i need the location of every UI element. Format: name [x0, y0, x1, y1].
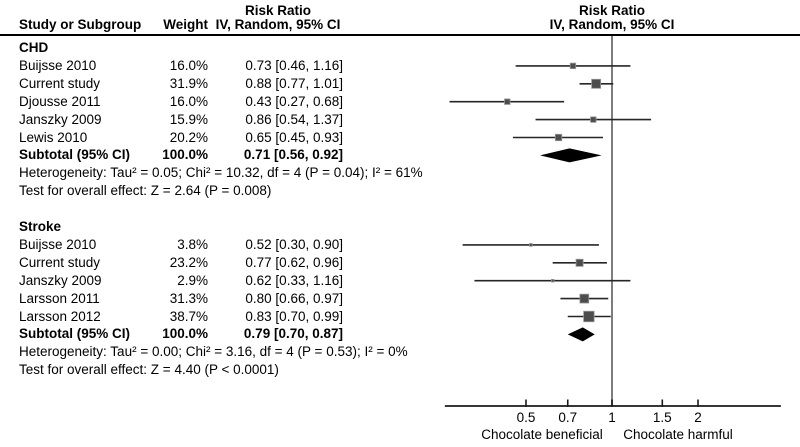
effect-square [529, 243, 533, 247]
study-estimate: 0.88 [0.77, 1.01] [245, 75, 343, 91]
study-label: Current study [19, 254, 101, 270]
study-row: Janszky 2009 2.9% 0.62 [0.33, 1.16] [0, 272, 460, 290]
x-axis-tick-label: 0.7 [558, 410, 577, 425]
axis-label-beneficial: Chocolate beneficial [481, 427, 603, 442]
header-divider-line [0, 34, 800, 36]
effect-square [550, 278, 555, 283]
group-header-row: Stroke [0, 218, 460, 236]
heterogeneity-text: Heterogeneity: Tau² = 0.05; Chi² = 10.32… [19, 165, 423, 181]
column-header-weight: Weight [163, 17, 208, 32]
subtotal-diamond [540, 148, 602, 163]
study-weight: 38.7% [169, 308, 208, 324]
study-weight: 31.9% [169, 75, 208, 91]
effect-square [583, 310, 595, 323]
x-axis-tick-label: 1.5 [653, 410, 672, 425]
study-weight: 23.2% [169, 254, 208, 270]
study-weight: 20.2% [169, 129, 208, 145]
overall-effect-text: Test for overall effect: Z = 4.40 (P < 0… [19, 362, 279, 378]
study-row: Current study 31.9% 0.88 [0.77, 1.01] [0, 75, 460, 93]
left-effect-measure-title: Risk Ratio [244, 3, 312, 18]
study-weight: 16.0% [169, 57, 208, 73]
column-header-effect-model: IV, Random, 95% CI [215, 17, 341, 32]
study-row: Larsson 2011 31.3% 0.80 [0.66, 0.97] [0, 290, 460, 308]
study-weight: 15.9% [169, 111, 208, 127]
effect-square [575, 258, 584, 267]
subtotal-row: Subtotal (95% CI) 100.0% 0.79 [0.70, 0.87] [0, 325, 460, 343]
study-label: Buijsse 2010 [19, 57, 97, 73]
study-estimate: 0.80 [0.66, 0.97] [245, 290, 343, 306]
heterogeneity-text: Heterogeneity: Tau² = 0.00; Chi² = 3.16,… [19, 344, 408, 360]
subtotal-label: Subtotal (95% CI) [19, 147, 131, 163]
study-weight: 16.0% [169, 93, 208, 109]
group-name: Stroke [19, 219, 62, 234]
study-row: Buijsse 2010 16.0% 0.73 [0.46, 1.16] [0, 57, 460, 75]
study-label: Djousse 2011 [19, 93, 101, 109]
study-label: Larsson 2012 [19, 308, 101, 324]
right-column-header-effect-model: IV, Random, 95% CI [549, 17, 675, 32]
study-row: Current study 23.2% 0.77 [0.62, 0.96] [0, 254, 460, 272]
effect-square [590, 116, 597, 123]
study-estimate: 0.52 [0.30, 0.90] [245, 236, 343, 252]
right-effect-measure-title: Risk Ratio [578, 3, 646, 18]
subtotal-weight: 100.0% [162, 326, 208, 342]
subtotal-label: Subtotal (95% CI) [19, 326, 131, 342]
effect-square [579, 293, 590, 304]
study-estimate: 0.83 [0.70, 0.99] [245, 308, 343, 324]
study-estimate: 0.73 [0.46, 1.16] [245, 57, 343, 73]
overall-effect-row: Test for overall effect: Z = 2.64 (P = 0… [0, 182, 460, 200]
study-estimate: 0.86 [0.54, 1.37] [245, 111, 343, 127]
study-weight: 2.9% [177, 272, 208, 288]
x-axis-tick-label: 0.5 [517, 410, 536, 425]
study-row: Lewis 2010 20.2% 0.65 [0.45, 0.93] [0, 129, 460, 147]
study-row: Buijsse 2010 3.8% 0.52 [0.30, 0.90] [0, 236, 460, 254]
effect-square [504, 98, 511, 105]
study-label: Janszky 2009 [19, 111, 102, 127]
overall-effect-row: Test for overall effect: Z = 4.40 (P < 0… [0, 361, 460, 379]
subtotal-weight: 100.0% [162, 147, 208, 163]
study-row: Janszky 2009 15.9% 0.86 [0.54, 1.37] [0, 111, 460, 129]
study-label: Lewis 2010 [19, 129, 88, 145]
study-row: Djousse 2011 16.0% 0.43 [0.27, 0.68] [0, 93, 460, 111]
subtotal-row: Subtotal (95% CI) 100.0% 0.71 [0.56, 0.92] [0, 146, 460, 164]
effect-square [554, 133, 563, 142]
heterogeneity-row: Heterogeneity: Tau² = 0.00; Chi² = 3.16,… [0, 343, 460, 361]
subtotal-diamond [567, 327, 595, 342]
x-axis-tick-label: 2 [694, 410, 702, 425]
study-weight: 31.3% [169, 290, 208, 306]
study-label: Larsson 2011 [19, 290, 100, 306]
study-estimate: 0.65 [0.45, 0.93] [245, 129, 343, 145]
study-estimate: 0.62 [0.33, 1.16] [245, 272, 343, 288]
study-estimate: 0.77 [0.62, 0.96] [245, 254, 343, 270]
study-weight: 3.8% [177, 236, 208, 252]
effect-square [591, 78, 602, 89]
study-label: Current study [19, 75, 101, 91]
column-header-study: Study or Subgroup [19, 17, 142, 32]
group-header-row: CHD [0, 39, 460, 57]
x-axis-tick-label: 1 [608, 410, 616, 425]
axis-label-harmful: Chocolate harmful [623, 427, 733, 442]
subtotal-estimate: 0.71 [0.56, 0.92] [243, 147, 343, 163]
effect-square [569, 62, 577, 70]
heterogeneity-row: Heterogeneity: Tau² = 0.05; Chi² = 10.32… [0, 164, 460, 182]
overall-effect-text: Test for overall effect: Z = 2.64 (P = 0… [19, 183, 272, 199]
study-row: Larsson 2012 38.7% 0.83 [0.70, 0.99] [0, 308, 460, 326]
study-label: Buijsse 2010 [19, 236, 97, 252]
study-estimate: 0.43 [0.27, 0.68] [245, 93, 343, 109]
subtotal-estimate: 0.79 [0.70, 0.87] [243, 326, 343, 342]
group-name: CHD [19, 40, 49, 55]
study-label: Janszky 2009 [19, 272, 102, 288]
